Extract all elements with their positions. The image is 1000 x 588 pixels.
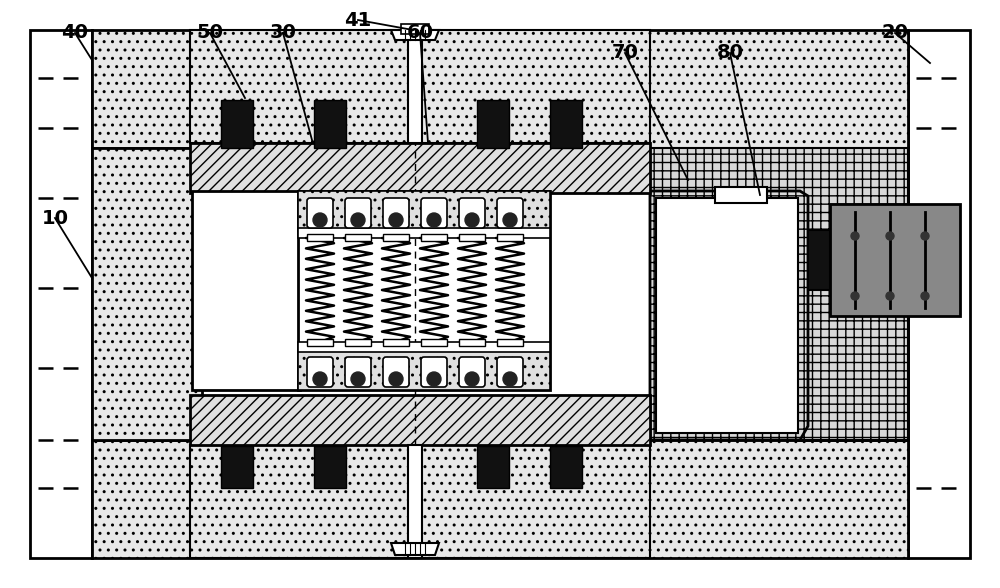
Circle shape (851, 292, 859, 300)
Bar (383, 339, 409, 346)
Bar (190, 445, 650, 558)
Text: 40: 40 (62, 24, 88, 42)
Bar (92, 30, 908, 148)
Text: 41: 41 (344, 11, 372, 29)
Bar (192, 191, 300, 390)
Circle shape (465, 213, 479, 227)
Bar (298, 350, 550, 390)
FancyBboxPatch shape (421, 198, 447, 228)
Circle shape (503, 372, 517, 386)
Bar (307, 339, 333, 346)
Bar (550, 100, 582, 148)
Bar (421, 234, 447, 241)
Circle shape (465, 372, 479, 386)
FancyBboxPatch shape (307, 357, 333, 387)
Bar (550, 446, 582, 488)
Bar (497, 339, 523, 346)
Bar (408, 445, 422, 558)
Bar (459, 339, 485, 346)
Bar (650, 148, 908, 440)
Bar (298, 342, 550, 352)
Circle shape (427, 213, 441, 227)
Circle shape (886, 292, 894, 300)
Bar (830, 204, 960, 316)
Bar (808, 230, 830, 290)
Bar (908, 30, 970, 558)
Circle shape (351, 213, 365, 227)
FancyBboxPatch shape (497, 357, 523, 387)
Bar (314, 446, 346, 488)
Circle shape (313, 372, 327, 386)
Bar (92, 440, 908, 558)
Bar (477, 100, 509, 148)
Text: 60: 60 (406, 24, 434, 42)
Bar (345, 339, 371, 346)
Bar (92, 148, 202, 440)
Bar (221, 446, 253, 488)
Polygon shape (391, 543, 439, 555)
FancyBboxPatch shape (421, 357, 447, 387)
Text: 80: 80 (716, 44, 744, 62)
Bar (30, 30, 92, 558)
FancyBboxPatch shape (307, 198, 333, 228)
Bar (345, 234, 371, 241)
Circle shape (921, 232, 929, 240)
Polygon shape (391, 30, 439, 40)
Bar (408, 28, 422, 143)
FancyBboxPatch shape (459, 198, 485, 228)
FancyBboxPatch shape (345, 198, 371, 228)
Bar (298, 191, 550, 390)
FancyBboxPatch shape (459, 357, 485, 387)
Circle shape (851, 232, 859, 240)
FancyBboxPatch shape (383, 198, 409, 228)
Bar (477, 446, 509, 488)
Circle shape (427, 372, 441, 386)
Circle shape (503, 213, 517, 227)
Bar (298, 191, 550, 231)
Bar (497, 234, 523, 241)
Bar (298, 228, 550, 238)
Bar (401, 24, 429, 34)
Circle shape (389, 213, 403, 227)
Bar (314, 100, 346, 148)
Bar (798, 148, 908, 440)
Bar (715, 187, 767, 203)
Circle shape (351, 372, 365, 386)
Bar (307, 234, 333, 241)
Bar (190, 30, 650, 143)
Bar (656, 198, 798, 433)
Text: 50: 50 (196, 24, 224, 42)
Text: 70: 70 (612, 44, 638, 62)
Circle shape (389, 372, 403, 386)
Circle shape (886, 232, 894, 240)
Bar (190, 395, 650, 445)
Bar (221, 100, 253, 148)
Bar (421, 339, 447, 346)
FancyBboxPatch shape (345, 357, 371, 387)
Text: 30: 30 (270, 24, 296, 42)
Text: 10: 10 (42, 209, 68, 228)
Circle shape (313, 213, 327, 227)
Bar (383, 234, 409, 241)
FancyBboxPatch shape (497, 198, 523, 228)
FancyBboxPatch shape (383, 357, 409, 387)
Circle shape (921, 292, 929, 300)
Text: 20: 20 (882, 24, 908, 42)
Bar (459, 234, 485, 241)
Polygon shape (650, 191, 808, 440)
Bar (190, 143, 650, 193)
